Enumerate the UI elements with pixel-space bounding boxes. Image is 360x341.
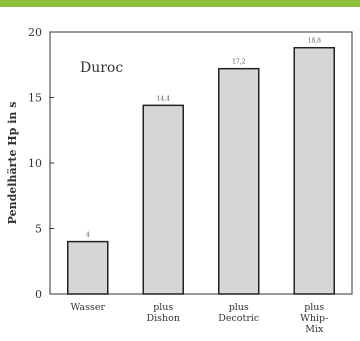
y-tick-label: 5 — [35, 223, 42, 236]
bar-2 — [218, 67, 260, 295]
x-tick-label: plus — [304, 302, 324, 313]
chart-title: Duroc — [80, 60, 123, 76]
bar-3 — [293, 46, 335, 295]
x-tick-label: Whip- — [300, 313, 328, 324]
bar-1 — [142, 104, 184, 295]
y-tick-label: 0 — [35, 288, 42, 301]
x-tick-label: Decotric — [218, 313, 259, 324]
y-tick-label: 15 — [28, 92, 42, 105]
x-tick-label: Dishon — [147, 313, 181, 324]
chart-axes: 0 5 10 15 20 Pendelhärte Hp in s — [6, 26, 353, 301]
x-tick-label: Mix — [305, 324, 324, 335]
chart-labels: Duroc4Wasser14,4plusDishon17,2plusDecotr… — [70, 38, 328, 335]
bar-value-label: 18,8 — [308, 38, 322, 45]
bar-value-label: 14,4 — [157, 95, 171, 102]
header-accent-strip — [0, 0, 360, 7]
bar-value-label: 17,2 — [232, 59, 246, 66]
bar-0 — [67, 240, 109, 295]
x-tick-label: plus — [153, 302, 173, 313]
chart-bars — [67, 46, 335, 295]
x-tick-label: plus — [229, 302, 249, 313]
x-tick-label: Wasser — [70, 302, 105, 313]
y-tick-label: 10 — [28, 157, 42, 170]
y-axis-label: Pendelhärte Hp in s — [6, 102, 19, 225]
bar-value-label: 4 — [86, 232, 90, 239]
y-tick-label: 20 — [28, 26, 42, 39]
